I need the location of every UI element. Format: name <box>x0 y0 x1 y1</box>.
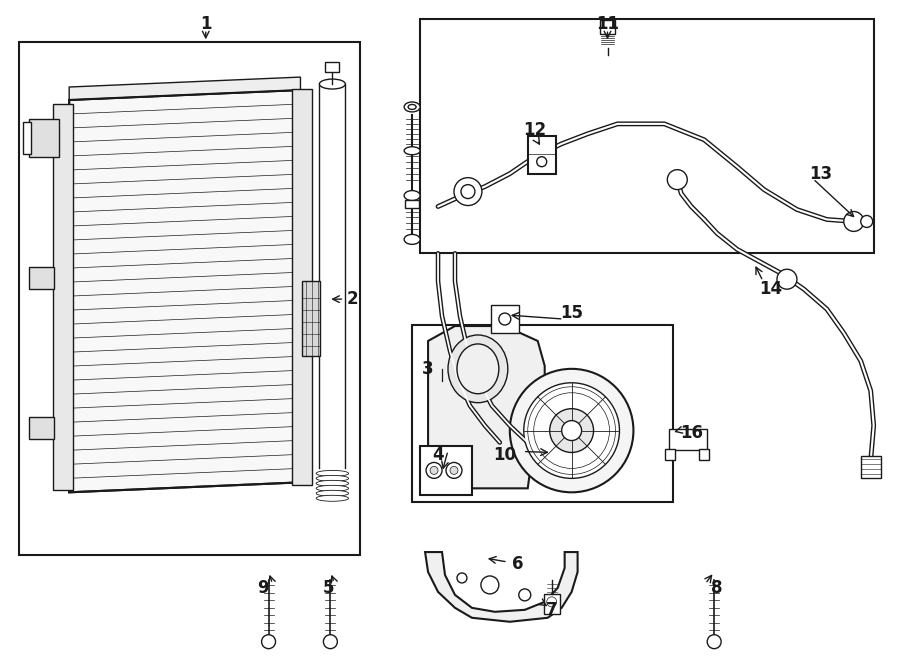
Circle shape <box>509 369 634 492</box>
Text: 14: 14 <box>760 280 783 298</box>
Bar <box>412 325 673 502</box>
Bar <box>19 42 360 555</box>
Circle shape <box>262 635 275 648</box>
Bar <box>405 200 419 208</box>
Bar <box>544 594 560 614</box>
Ellipse shape <box>404 190 420 200</box>
Text: 6: 6 <box>512 555 524 573</box>
Text: 3: 3 <box>422 360 434 378</box>
Ellipse shape <box>316 471 348 477</box>
Text: 16: 16 <box>680 424 703 442</box>
Ellipse shape <box>316 481 348 486</box>
Ellipse shape <box>457 344 499 394</box>
Circle shape <box>536 157 546 167</box>
Circle shape <box>860 215 873 227</box>
Ellipse shape <box>316 495 348 501</box>
Text: 12: 12 <box>523 121 546 139</box>
Circle shape <box>546 597 557 607</box>
Circle shape <box>844 212 864 231</box>
Bar <box>292 89 312 485</box>
Circle shape <box>499 313 511 325</box>
Polygon shape <box>425 552 578 622</box>
Text: 1: 1 <box>200 15 212 33</box>
Polygon shape <box>428 326 544 488</box>
Circle shape <box>454 178 482 206</box>
Text: 13: 13 <box>809 165 832 182</box>
Circle shape <box>430 467 438 475</box>
Circle shape <box>550 408 594 453</box>
Bar <box>491 305 518 333</box>
Bar <box>420 19 874 253</box>
Bar <box>670 428 707 451</box>
Circle shape <box>777 269 797 289</box>
Circle shape <box>426 463 442 479</box>
Text: 10: 10 <box>493 446 517 465</box>
Bar <box>30 119 59 157</box>
Text: 7: 7 <box>546 601 557 619</box>
Ellipse shape <box>404 102 420 112</box>
Text: 2: 2 <box>346 290 358 308</box>
Circle shape <box>457 573 467 583</box>
Bar <box>53 104 73 490</box>
Bar <box>699 449 709 461</box>
Circle shape <box>524 383 619 479</box>
Bar <box>527 136 555 174</box>
Ellipse shape <box>408 104 416 110</box>
Text: 4: 4 <box>432 446 444 465</box>
Ellipse shape <box>316 485 348 491</box>
Circle shape <box>518 589 531 601</box>
Polygon shape <box>69 77 301 100</box>
Circle shape <box>667 170 688 190</box>
Bar <box>860 457 881 479</box>
Circle shape <box>562 420 581 440</box>
Text: 15: 15 <box>560 304 583 322</box>
Bar <box>599 20 616 34</box>
Ellipse shape <box>404 235 420 245</box>
Text: 11: 11 <box>596 15 619 33</box>
Bar <box>30 267 54 289</box>
Bar <box>665 449 675 461</box>
Ellipse shape <box>316 490 348 496</box>
Bar <box>326 62 339 72</box>
Ellipse shape <box>316 475 348 481</box>
Ellipse shape <box>448 335 508 403</box>
Bar <box>30 416 54 438</box>
Circle shape <box>323 635 338 648</box>
Text: 9: 9 <box>256 579 268 597</box>
Ellipse shape <box>404 147 420 155</box>
Text: 8: 8 <box>711 579 723 597</box>
Bar <box>420 446 472 495</box>
Bar <box>23 122 32 154</box>
Circle shape <box>446 463 462 479</box>
Ellipse shape <box>320 79 346 89</box>
Circle shape <box>450 467 458 475</box>
Circle shape <box>707 635 721 648</box>
Bar <box>302 281 320 356</box>
Polygon shape <box>69 90 301 492</box>
Text: 5: 5 <box>322 579 334 597</box>
Circle shape <box>461 184 475 198</box>
Circle shape <box>481 576 499 594</box>
